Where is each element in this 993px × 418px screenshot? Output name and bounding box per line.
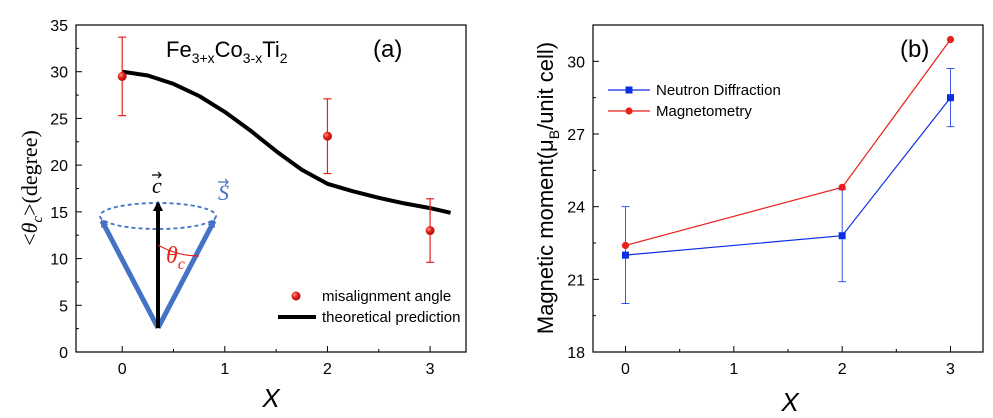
panel-b-xlabel: X (780, 387, 800, 417)
panel-b-xtick-label: 3 (946, 361, 955, 378)
misalignment-angle-point (117, 71, 127, 81)
spin-vector-left-arrow (99, 219, 161, 330)
panel-b-xtick-label: 1 (729, 361, 738, 378)
panel-a-xtick-label: 1 (220, 361, 229, 378)
panel-a-ytick-label: 0 (59, 345, 68, 362)
legend-marker-misalignment-angle (291, 291, 301, 301)
legend-label-misalignment-angle: misalignment angle (322, 288, 451, 305)
panel-a-ylabel: <θc>(degree) (17, 130, 46, 246)
panel-b-ytick-label: 30 (567, 54, 585, 71)
legend-label-theoretical-prediction: theoretical prediction (322, 309, 460, 326)
neutron-diffraction-point (622, 251, 629, 259)
panel-b-ylabel: Magnetic moment(μB/unit cell) (533, 42, 562, 334)
panel-a-ytick-label: 35 (50, 18, 68, 35)
theoretical-prediction-line (121, 69, 452, 215)
magnetometry-line (625, 39, 951, 246)
c-vector-label: c (152, 173, 162, 198)
magnetometry-point (838, 183, 846, 191)
panel-b-label: (b) (900, 36, 929, 63)
s-vector-hat-icon (218, 178, 229, 186)
panel-a-xlabel: X (261, 383, 281, 413)
panel-a-ytick-label: 30 (50, 65, 68, 82)
panel-b-xtick-label: 0 (621, 361, 630, 378)
neutron-diffraction-point (947, 94, 954, 102)
panel-a-title: Fe3+xCo3-xTi2 (166, 37, 288, 66)
magnetometry-point (621, 241, 630, 250)
panel-b-ytick-label: 21 (567, 272, 585, 289)
panel-b-ytick-label: 18 (567, 345, 585, 362)
misalignment-angle-point (322, 131, 332, 141)
panel-b-legend: Neutron Diffraction Magnetometry (608, 82, 781, 120)
panel-a-xtick-label: 2 (323, 361, 332, 378)
panel-b: 0 1 2 3 18 21 24 27 30 (b) X Magnetic moment(μB/… (533, 24, 984, 417)
cone-inset: c S θc (99, 171, 229, 330)
misalignment-angle-point (425, 226, 435, 236)
legend-label-neutron-diffraction: Neutron Diffraction (656, 82, 781, 99)
panel-a-label: (a) (373, 36, 402, 63)
theta-arc (157, 244, 200, 257)
panel-a-ytick-label: 5 (59, 298, 68, 315)
legend-marker-magnetometry (625, 107, 633, 115)
theta-c-label: θc (166, 243, 185, 273)
panel-a-ytick-label: 20 (50, 158, 68, 175)
neutron-diffraction-point (838, 232, 846, 240)
c-vector-hat-icon (152, 171, 162, 179)
panel-a-xtick-label: 3 (426, 361, 435, 378)
magnetometry-point (946, 35, 955, 44)
panel-b-xtick-label: 2 (838, 361, 847, 378)
panel-a-legend: misalignment angle theoretical predictio… (278, 288, 460, 326)
panel-a-xtick-label: 0 (118, 361, 127, 378)
panel-a-ytick-label: 25 (50, 111, 68, 128)
neutron-diffraction-line (625, 97, 951, 256)
spin-vector-right-arrow (155, 219, 217, 330)
s-vector-label: S (218, 180, 229, 205)
legend-marker-neutron-diffraction (625, 86, 633, 94)
panel-b-ytick-label: 24 (567, 200, 585, 217)
legend-label-magnetometry: Magnetometry (656, 103, 752, 120)
panel-b-ytick-label: 27 (567, 127, 585, 144)
panel-a-ytick-label: 15 (50, 205, 68, 222)
panel-a-ytick-label: 10 (50, 252, 68, 269)
